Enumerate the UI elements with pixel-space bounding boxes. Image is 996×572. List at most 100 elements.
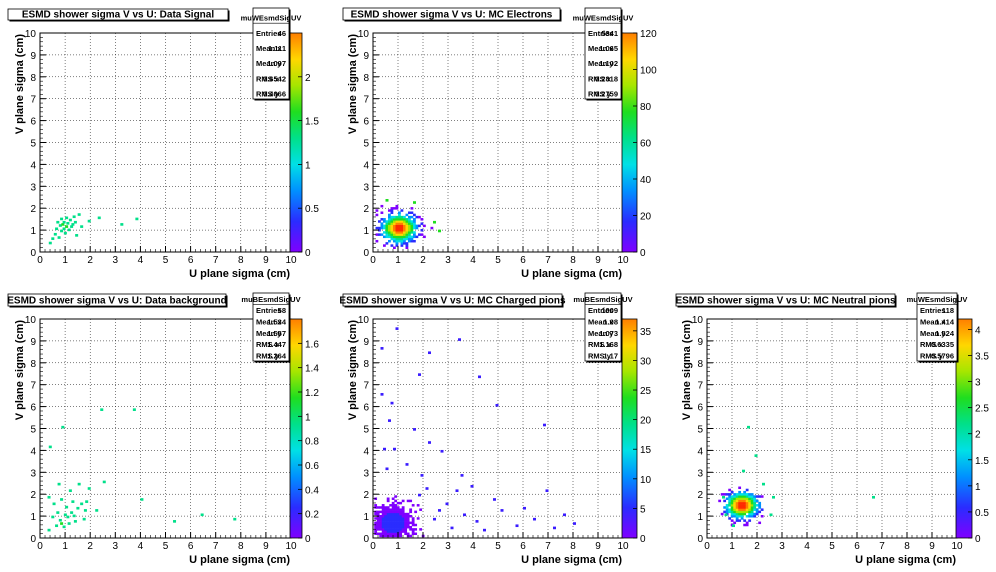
histogram-bin bbox=[380, 211, 384, 214]
histogram-bin bbox=[390, 229, 394, 232]
histogram-bin bbox=[401, 512, 405, 516]
histogram-bin bbox=[66, 221, 70, 225]
histogram-bin bbox=[391, 519, 395, 522]
z-tick-label: 20 bbox=[640, 416, 652, 427]
stats-value: 118 bbox=[942, 306, 954, 315]
histogram-bin bbox=[408, 220, 411, 223]
histogram-bin bbox=[380, 393, 384, 396]
histogram-bin bbox=[413, 222, 416, 225]
histogram-bin bbox=[388, 419, 391, 422]
histogram-bin bbox=[404, 515, 408, 518]
histogram-bin bbox=[414, 510, 418, 514]
histogram-bin bbox=[381, 530, 385, 533]
histogram-bin bbox=[391, 510, 395, 514]
histogram-bin bbox=[389, 508, 393, 511]
histogram-bin bbox=[63, 231, 67, 235]
histogram-bin bbox=[375, 226, 379, 230]
histogram-bin bbox=[410, 222, 414, 225]
histogram-bin bbox=[545, 489, 549, 493]
histogram-bin bbox=[389, 510, 393, 514]
histogram-bin bbox=[385, 224, 389, 228]
histogram-bin bbox=[400, 233, 404, 236]
histogram-bin bbox=[391, 525, 395, 529]
histogram-bin bbox=[755, 499, 759, 503]
histogram-bin bbox=[748, 504, 752, 507]
histogram-bin bbox=[745, 501, 749, 505]
histogram-bin bbox=[395, 204, 399, 208]
histogram-bin bbox=[400, 220, 404, 223]
z-tick-label: 10 bbox=[640, 475, 652, 486]
histogram-bin bbox=[386, 512, 390, 516]
histogram-bin bbox=[409, 515, 413, 518]
histogram-bin bbox=[753, 497, 757, 500]
histogram-bin bbox=[728, 493, 732, 496]
x-tick-label: 0 bbox=[370, 255, 376, 266]
title-box bbox=[675, 293, 896, 307]
histogram-bin bbox=[755, 508, 759, 511]
histogram-bin bbox=[523, 506, 526, 510]
histogram-bin bbox=[404, 523, 408, 527]
histogram-bin bbox=[730, 504, 734, 507]
histogram-bin bbox=[411, 530, 415, 533]
chart-title: ESMD shower sigma V vs U: MC Electrons bbox=[351, 10, 553, 21]
x-tick-label: 3 bbox=[445, 255, 451, 266]
histogram-bin bbox=[383, 218, 386, 221]
histogram-bin bbox=[728, 517, 732, 520]
color-scale-bar bbox=[955, 318, 973, 539]
histogram-bin bbox=[398, 233, 401, 236]
histogram-bin bbox=[738, 508, 742, 511]
histogram-bin bbox=[399, 521, 403, 525]
x-tick-label: 0 bbox=[704, 541, 710, 552]
histogram-bin bbox=[60, 229, 64, 233]
histogram-bin bbox=[740, 510, 744, 514]
histogram-bin bbox=[389, 504, 393, 507]
histogram-bin bbox=[753, 504, 757, 507]
histogram-bin bbox=[720, 512, 724, 516]
histogram-bin bbox=[376, 528, 380, 531]
histogram-bin bbox=[733, 508, 737, 511]
histogram-bin bbox=[393, 229, 396, 232]
histogram-bin bbox=[388, 229, 391, 232]
histogram-bin bbox=[740, 493, 744, 496]
histogram-bin bbox=[408, 222, 411, 225]
histogram-bin bbox=[385, 231, 389, 234]
histogram-bin bbox=[72, 215, 76, 219]
x-tick-label: 4 bbox=[138, 541, 144, 552]
histogram-bin bbox=[386, 530, 390, 533]
histogram-bin bbox=[58, 518, 62, 522]
histogram-bin bbox=[56, 511, 60, 514]
histogram-bin bbox=[725, 510, 729, 514]
histogram-bin bbox=[48, 241, 52, 245]
histogram-bin bbox=[403, 229, 406, 232]
histogram-bin bbox=[394, 530, 398, 533]
stats-key: Mean y bbox=[920, 329, 946, 338]
histogram-bin bbox=[405, 237, 409, 241]
histogram-bin bbox=[401, 510, 405, 514]
y-tick-label: 7 bbox=[30, 381, 36, 392]
z-tick-label: 1.2 bbox=[305, 388, 319, 399]
histogram-bin bbox=[410, 235, 414, 239]
histogram-bin bbox=[416, 517, 420, 520]
y-tick-label: 8 bbox=[697, 359, 703, 370]
histogram-bin bbox=[379, 532, 383, 536]
y-tick-label: 1 bbox=[30, 226, 36, 237]
histogram-bin bbox=[102, 480, 106, 484]
histogram-bin bbox=[390, 224, 394, 228]
histogram-bin bbox=[409, 525, 413, 529]
y-tick-label: 10 bbox=[358, 315, 370, 326]
histogram-bin bbox=[395, 239, 399, 243]
histogram-bin bbox=[65, 505, 69, 509]
histogram-bin bbox=[755, 495, 759, 498]
histogram-bin bbox=[750, 501, 754, 505]
histogram-bin bbox=[47, 528, 51, 532]
histogram-bin bbox=[400, 222, 404, 225]
histogram-bin bbox=[403, 231, 406, 234]
histogram-bin bbox=[51, 237, 55, 240]
histogram-bin bbox=[409, 499, 413, 503]
histogram-bin bbox=[399, 523, 403, 527]
stats-key: RMS x bbox=[920, 340, 944, 349]
x-tick-label: 4 bbox=[470, 541, 476, 552]
histogram-bin bbox=[410, 220, 414, 223]
y-tick-label: 3 bbox=[363, 182, 369, 193]
